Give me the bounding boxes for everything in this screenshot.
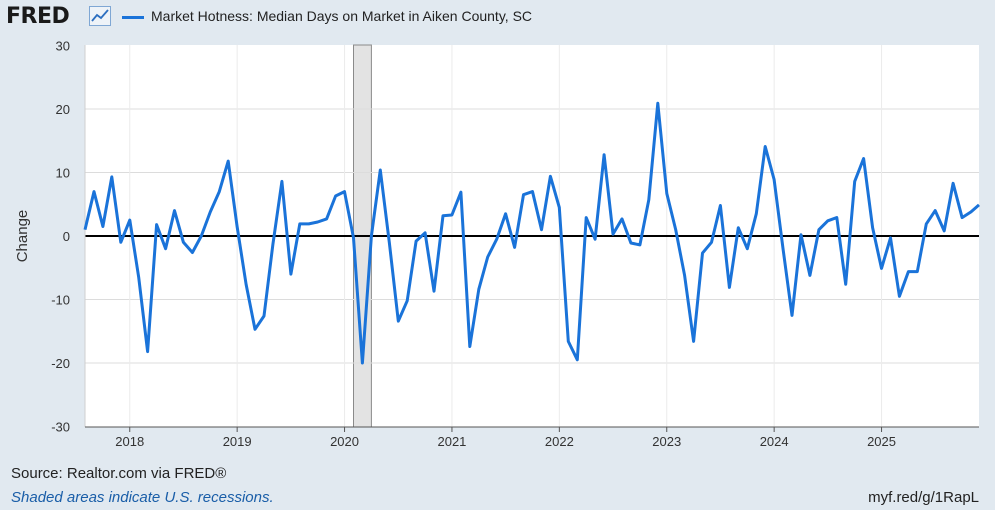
y-tick-label: 10	[56, 166, 70, 181]
chart-header: FRED Market Hotness: Median Days on Mark…	[0, 0, 995, 34]
series-line[interactable]	[83, 101, 980, 365]
x-tick-label: 2019	[223, 434, 252, 449]
source-text: Source: Realtor.com via FRED®	[11, 465, 227, 482]
x-tick-label: 2025	[867, 434, 896, 449]
legend-swatch	[122, 16, 144, 19]
x-tick-label: 2023	[652, 434, 681, 449]
fred-logo[interactable]: FRED	[6, 4, 70, 29]
legend-label: Market Hotness: Median Days on Market in…	[151, 8, 533, 24]
y-axis-label: Change	[14, 210, 31, 263]
x-tick-label: 2021	[437, 434, 466, 449]
y-tick-label: -20	[51, 356, 70, 371]
y-tick-label: -10	[51, 293, 70, 308]
recession-note: Shaded areas indicate U.S. recessions.	[11, 489, 274, 506]
y-tick-label: 30	[56, 39, 70, 54]
y-tick-label: -30	[51, 420, 70, 435]
x-tick-label: 2020	[330, 434, 359, 449]
line-chart: 30 20 10 0 -10 -20 -30 2018 2019 2020 2021 2022 2023…	[14, 39, 980, 449]
x-tick-label: 2024	[760, 434, 789, 449]
line-chart-icon	[89, 6, 111, 26]
x-tick-label: 2018	[115, 434, 144, 449]
short-url-link[interactable]: myf.red/g/1RapL	[868, 489, 979, 506]
y-tick-label: 20	[56, 102, 70, 117]
x-tick-label: 2022	[545, 434, 574, 449]
y-tick-label: 0	[63, 229, 70, 244]
